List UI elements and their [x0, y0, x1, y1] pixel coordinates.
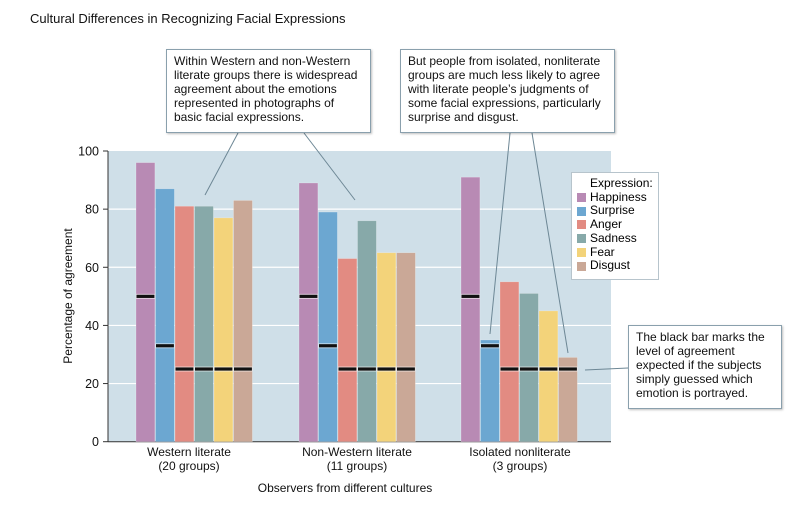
- chance-bar-marker: [214, 367, 233, 371]
- y-tick-label: 40: [85, 319, 99, 333]
- legend-item-fear: Fear: [577, 244, 658, 260]
- chance-bar-marker: [319, 344, 337, 348]
- legend-item-surprise: Surprise: [577, 204, 658, 218]
- bar-anger: [174, 205, 195, 442]
- x-tick-label-western: Western literate (20 groups): [119, 445, 259, 473]
- y-tick-label: 80: [85, 203, 99, 217]
- bar-fear: [376, 252, 397, 442]
- legend-swatch: [577, 193, 586, 203]
- y-tick-label: 100: [78, 145, 99, 159]
- legend: Expression: Happiness Surprise Anger Sadnes…: [571, 172, 659, 280]
- callout-leader-line: [204, 132, 239, 196]
- y-tick-label: 20: [85, 377, 99, 391]
- y-tick-label: 60: [85, 261, 99, 275]
- chance-bar-marker: [136, 294, 155, 298]
- legend-label: Surprise: [590, 203, 635, 218]
- bar-surprise: [155, 188, 175, 442]
- x-tick-line1: Western literate: [147, 445, 231, 459]
- chance-bar-marker: [156, 344, 174, 348]
- x-tick-label-non-western: Non-Western literate (11 groups): [287, 445, 427, 473]
- annotation-literate: Within Western and non-Western literate …: [166, 49, 371, 133]
- x-axis-title: Observers from different cultures: [257, 481, 433, 495]
- legend-label: Fear: [590, 244, 615, 259]
- legend-item-anger: Anger: [577, 217, 658, 232]
- legend-swatch: [577, 247, 586, 257]
- x-tick-line1: Isolated nonliterate: [469, 445, 571, 459]
- legend-item-sadness: Sadness: [577, 230, 658, 246]
- x-tick-line2: (3 groups): [492, 459, 548, 473]
- legend-label: Sadness: [590, 230, 637, 245]
- x-tick-line1: Non-Western literate: [302, 445, 412, 459]
- legend-label: Disgust: [590, 258, 631, 273]
- x-tick-line2: (20 groups): [158, 459, 220, 473]
- bar-sadness: [357, 220, 377, 443]
- callout-leader-line: [303, 132, 356, 201]
- chance-bar-marker: [520, 367, 538, 371]
- annotation-nonliterate: But people from isolated, nonliterate gr…: [400, 49, 615, 133]
- bar-disgust: [558, 357, 578, 443]
- legend-swatch: [577, 261, 586, 271]
- bar-sadness: [194, 205, 214, 442]
- legend-item-happiness: Happiness: [577, 189, 658, 205]
- bar-fear: [213, 217, 234, 442]
- chance-bar-marker: [358, 367, 376, 371]
- chance-bar-marker: [377, 367, 396, 371]
- bar-disgust: [396, 252, 416, 442]
- chance-bar-marker: [175, 367, 194, 371]
- bar-fear: [538, 310, 559, 443]
- callout-leader-line: [531, 132, 569, 354]
- bar-anger: [337, 258, 358, 442]
- chance-bar-marker: [234, 367, 252, 371]
- bar-happiness: [298, 182, 319, 442]
- chance-bar-marker: [299, 294, 318, 298]
- bar-disgust: [233, 200, 253, 443]
- bar-anger: [499, 281, 520, 442]
- chance-bar-marker: [539, 367, 558, 371]
- chance-bar-marker: [500, 367, 519, 371]
- bar-surprise: [480, 339, 500, 442]
- legend-title: Expression:: [590, 176, 653, 190]
- x-tick-line2: (11 groups): [326, 459, 388, 473]
- annotation-chance-bar: The black bar marks the level of agreeme…: [628, 325, 782, 409]
- legend-label: Happiness: [590, 189, 647, 204]
- legend-swatch: [577, 234, 586, 244]
- y-tick-label: 0: [92, 435, 99, 449]
- chance-bar-marker: [397, 367, 415, 371]
- y-axis-title: Percentage of agreement: [61, 228, 75, 364]
- chance-bar-marker: [481, 344, 499, 348]
- legend-item-disgust: Disgust: [577, 259, 658, 273]
- legend-swatch: [577, 220, 586, 230]
- callout-leader-line: [489, 132, 511, 335]
- chance-bar-marker: [559, 367, 577, 371]
- bar-happiness: [460, 176, 481, 442]
- bar-happiness: [135, 162, 156, 442]
- legend-label: Anger: [590, 217, 623, 232]
- chance-bar-marker: [338, 367, 357, 371]
- bar-surprise: [318, 211, 338, 442]
- legend-swatch: [577, 206, 586, 216]
- chart-title: Cultural Differences in Recognizing Faci…: [30, 11, 346, 26]
- chance-bar-marker: [461, 294, 480, 298]
- x-tick-label-isolated: Isolated nonliterate (3 groups): [450, 445, 590, 473]
- callout-leader-line: [584, 367, 629, 371]
- chance-bar-marker: [195, 367, 213, 371]
